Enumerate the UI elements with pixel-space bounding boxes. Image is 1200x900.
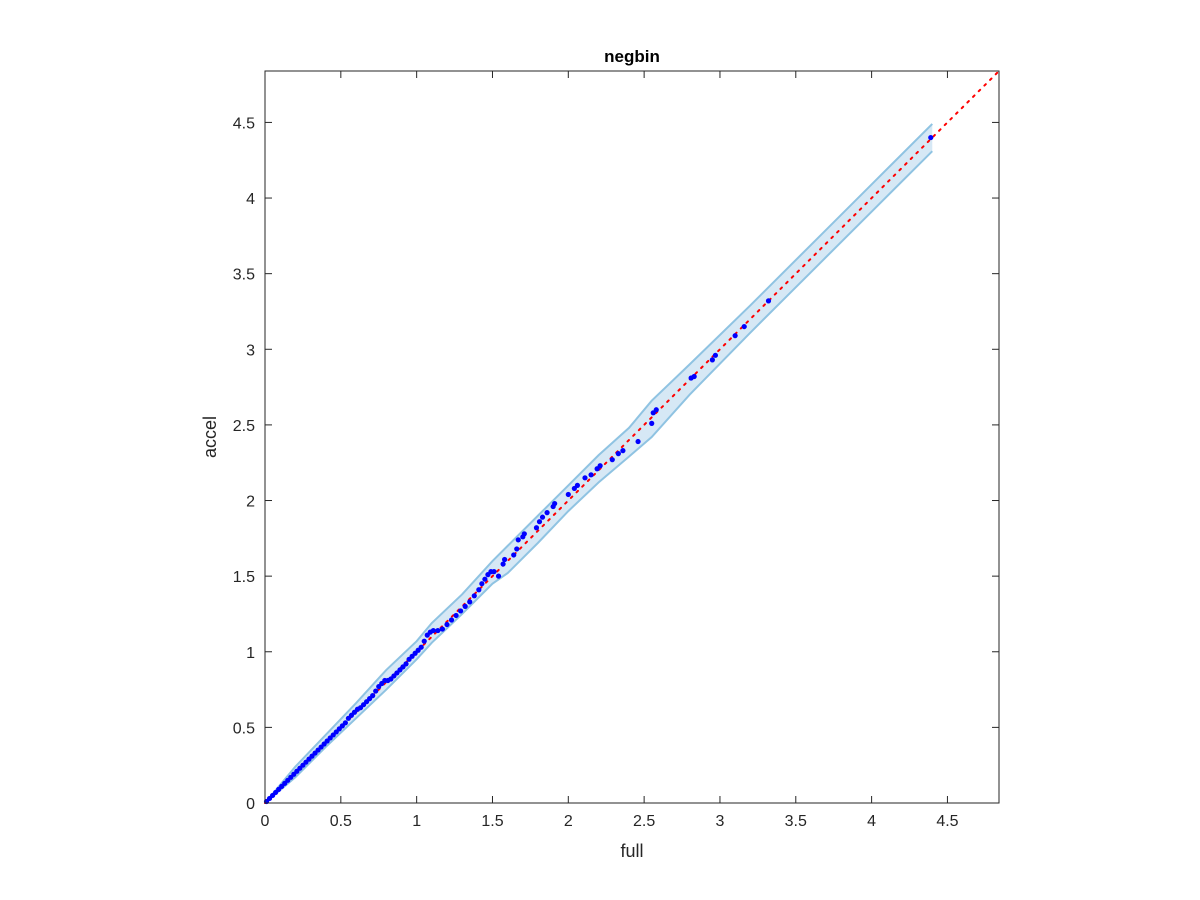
data-point	[421, 638, 427, 644]
reference-line-segment	[264, 70, 1000, 804]
y-tick-label: 0.5	[233, 720, 255, 737]
data-point	[491, 569, 497, 575]
y-tick-label: 3	[246, 342, 255, 359]
x-tick-label: 1	[412, 813, 421, 830]
axis-ticks: 00 0.5 0.5 1 1 1.5 1.5 2 2 2.5 2.5 3 3 3.5 3.5 4 4 4.5 4.5	[233, 71, 999, 830]
data-point	[533, 525, 540, 531]
data-point	[552, 500, 558, 507]
data-point	[370, 693, 376, 699]
data-point	[709, 357, 715, 363]
data-point	[653, 407, 659, 413]
data-point	[544, 510, 550, 516]
data-point	[588, 472, 594, 478]
data-point	[635, 438, 641, 445]
x-tick-label: 0	[261, 813, 270, 830]
data-point	[536, 519, 543, 525]
data-point	[514, 546, 520, 552]
data-point	[741, 323, 747, 330]
data-point	[515, 537, 521, 543]
data-point	[418, 644, 424, 650]
data-point	[649, 420, 655, 426]
x-tick-label: 4.5	[936, 813, 958, 830]
y-tick-label: 4.5	[233, 115, 255, 132]
x-axis-label: full	[620, 841, 643, 861]
data-point	[476, 587, 482, 593]
y-tick-label: 4	[246, 191, 255, 208]
data-point	[928, 134, 934, 141]
data-point	[439, 626, 446, 632]
band-upper-edge	[264, 123, 933, 804]
data-point	[435, 627, 441, 634]
data-point	[609, 457, 615, 463]
x-tick-label: 1.5	[481, 813, 503, 830]
y-tick-label: 3.5	[233, 267, 255, 284]
data-point	[453, 612, 459, 619]
y-tick-label: 1	[246, 645, 255, 662]
data-points	[263, 134, 934, 805]
data-point	[521, 531, 527, 537]
data-point	[582, 475, 588, 481]
data-point	[565, 491, 571, 498]
data-point	[732, 333, 738, 339]
data-point	[430, 627, 436, 634]
data-point	[765, 298, 772, 304]
data-point	[615, 451, 621, 457]
x-tick-label: 0.5	[330, 813, 352, 830]
y-tick-label: 2.5	[233, 418, 255, 435]
data-point	[574, 482, 581, 488]
data-point	[403, 661, 409, 667]
band-lower-edge	[264, 150, 933, 804]
data-point	[712, 352, 719, 358]
data-point	[539, 514, 546, 520]
x-tick-label: 3	[716, 813, 725, 830]
data-point	[471, 593, 477, 599]
y-tick-label: 1.5	[233, 569, 255, 586]
data-point	[479, 581, 485, 587]
axes-box	[264, 70, 1000, 804]
y-tick-label: 0	[246, 796, 255, 813]
data-point	[458, 608, 464, 614]
data-point	[500, 561, 506, 567]
data-point	[373, 688, 379, 694]
reference-line	[264, 70, 1000, 804]
y-axis-label: accel	[200, 416, 220, 458]
data-point	[467, 599, 473, 605]
x-tick-label: 2.5	[633, 813, 655, 830]
data-point	[482, 576, 488, 582]
y-tick-label: 2	[246, 494, 255, 511]
data-point	[502, 556, 508, 563]
data-point	[691, 373, 697, 380]
x-tick-label: 3.5	[785, 813, 807, 830]
data-point	[511, 552, 517, 558]
data-point	[597, 463, 603, 469]
data-point	[444, 621, 450, 628]
data-point	[462, 603, 468, 609]
x-tick-label: 2	[564, 813, 573, 830]
data-point	[495, 573, 502, 579]
data-point	[342, 720, 348, 726]
data-point	[620, 448, 626, 454]
chart-title: negbin	[604, 47, 660, 66]
x-tick-label: 4	[867, 813, 876, 830]
data-point	[448, 617, 455, 623]
